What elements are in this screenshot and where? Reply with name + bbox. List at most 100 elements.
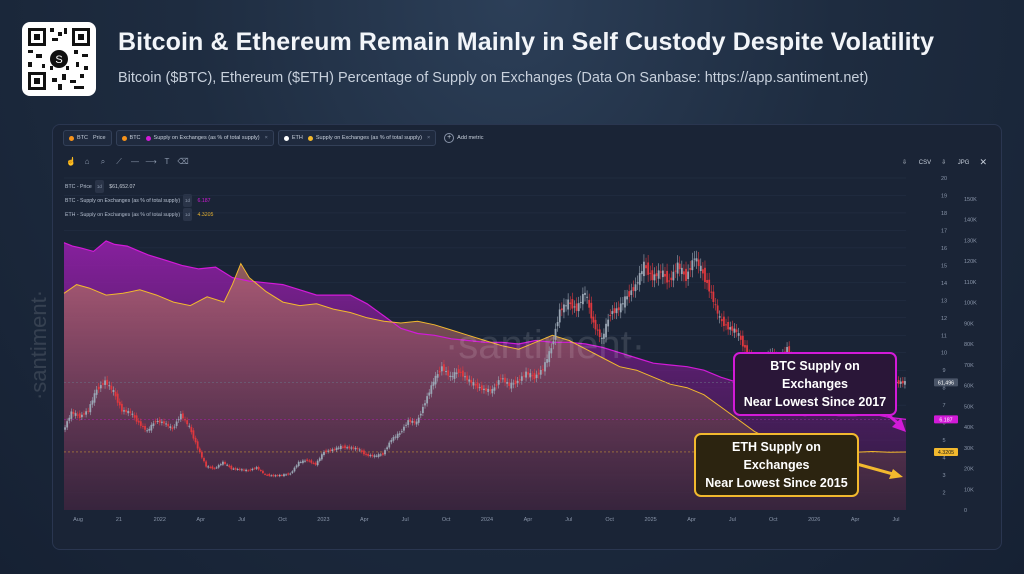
metric-chip-eth-supply[interactable]: ETH Supply on Exchanges (as % of total s… [277,130,437,146]
x-tick-label: Apr [196,517,205,523]
price-candle [624,296,626,308]
line-tool-icon[interactable]: ⟋ [116,157,122,166]
eth-supply-last-tag: 4.3205 [938,450,954,456]
close-icon[interactable]: × [426,135,431,141]
close-icon[interactable]: ✕ [979,157,987,167]
price-candle [422,406,424,414]
price-candle [104,380,106,385]
price-candle [697,259,700,267]
y-price-tick-label: 150K [964,197,977,203]
price-candle [129,411,132,413]
eth-icon [283,135,289,141]
price-candle [388,442,391,448]
price-candle [712,291,715,302]
price-candle [495,384,498,386]
price-candle [236,468,239,470]
price-candle [400,431,403,433]
price-candle [451,376,454,378]
price-candle [440,366,443,372]
price-candle [386,447,389,450]
price-candle [87,410,90,412]
jpg-label: JPG [957,160,970,166]
price-candle [226,464,229,466]
price-candle [344,445,346,449]
csv-button[interactable]: ⇩ CSV [902,160,932,166]
price-candle [285,474,287,476]
home-icon[interactable]: ⌂ [84,157,90,166]
price-candle [657,270,660,279]
price-candle [148,428,151,431]
price-candle [455,372,458,375]
price-candle [291,471,294,473]
horizontal-line-icon[interactable]: — [131,157,139,166]
price-candle [247,470,250,472]
price-candle [224,461,226,465]
y-supply-tick-label: 7 [942,403,945,409]
y-price-tick-label: 20K [964,467,974,473]
price-candle [272,474,275,477]
price-candle [899,381,902,384]
y-price-tick-label: 110K [964,280,977,286]
price-candle [186,420,189,425]
price-candle [413,421,416,423]
price-candle [672,271,675,281]
chip-metric: Supply on Exchanges (as % of total suppl… [315,135,422,141]
price-candle [306,459,309,461]
add-metric-button[interactable]: + Add metric [444,133,483,143]
jpg-button[interactable]: ⇩ JPG [941,160,970,166]
price-candle [337,447,340,449]
price-candle [169,426,172,428]
y-supply-tick-label: 5 [942,438,945,444]
price-candle [177,419,180,421]
price-candle [127,410,130,414]
price-candle [556,322,559,327]
y-price-tick-label: 130K [964,238,977,244]
price-candle [398,433,401,435]
price-candle [407,420,410,425]
y-price-tick-label: 50K [964,404,974,410]
price-candle [394,436,397,438]
price-candle [487,388,490,393]
price-candle [691,260,694,271]
price-candle [257,466,260,470]
price-candle [158,419,161,423]
price-candle [746,345,748,355]
price-candle [504,377,506,383]
ray-icon[interactable]: ⟶ [145,157,157,166]
metric-chip-btc-price[interactable]: BTC Price [63,130,112,146]
price-candle [316,460,319,466]
price-candle [544,362,546,372]
pointer-icon[interactable]: ☝ [66,157,76,166]
delete-drawings-icon[interactable]: ⌫ [177,157,189,166]
qr-code-pattern: S [28,28,90,90]
price-candle [461,370,464,377]
price-candle [443,364,445,371]
x-tick-label: Apr [851,517,860,523]
price-candle [411,420,414,423]
close-icon[interactable]: × [264,135,268,141]
price-candle [289,473,292,475]
price-candle [708,279,711,292]
y-price-tick-label: 0 [964,508,967,514]
price-candle [142,425,144,427]
price-candle [485,388,487,391]
chip-metric: Supply on Exchanges (as % of total suppl… [153,135,260,141]
price-candle [150,424,153,431]
price-candle [520,376,523,381]
x-tick-label: 2022 [154,517,166,523]
price-candle [468,379,471,382]
price-candle [729,327,732,330]
metric-chip-btc-supply[interactable]: BTC Supply on Exchanges (as % of total s… [115,130,274,146]
price-candle [369,455,372,457]
price-candle [348,446,351,449]
text-tool-icon[interactable]: T [164,157,170,166]
price-candle [342,446,344,448]
zoom-icon[interactable]: ⌕ [100,157,106,166]
price-candle [508,382,511,386]
price-candle [685,268,687,281]
price-candle [238,468,241,470]
price-candle [424,403,426,406]
price-candle [78,413,81,418]
price-candle [320,454,323,460]
